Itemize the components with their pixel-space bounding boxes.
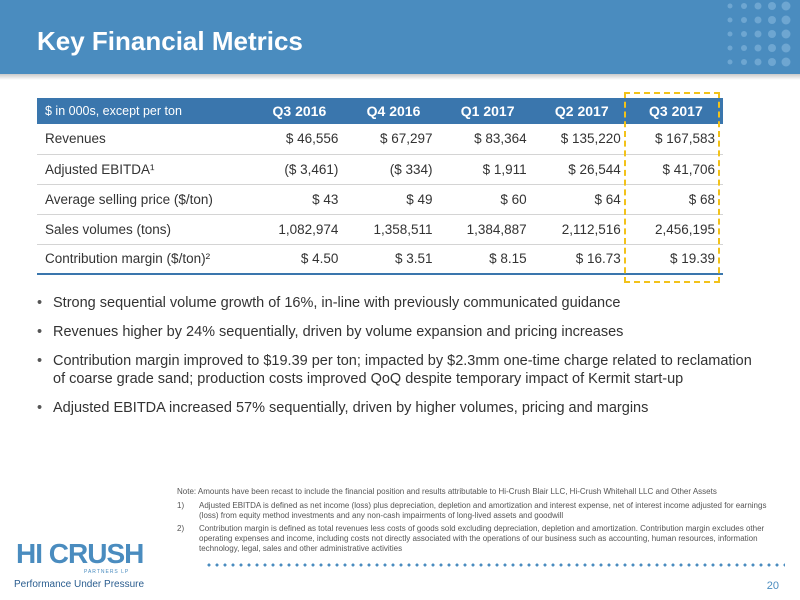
bullet-item: Adjusted EBITDA increased 57% sequential… <box>37 399 757 417</box>
company-logo: HI CRUSH PARTNERS LP Performance Under P… <box>14 538 164 592</box>
table-cell: $ 4.50 <box>252 244 347 275</box>
table-row: Contribution margin ($/ton)² $ 4.50 $ 3.… <box>37 244 723 275</box>
note-text: Note: Amounts have been recast to includ… <box>177 487 717 496</box>
row-label: Sales volumes (tons) <box>37 214 253 245</box>
table-cell: $ 43 <box>252 184 347 215</box>
financial-metrics-table: $ in 000s, except per ton Q3 2016 Q4 201… <box>37 98 723 275</box>
table-cell: ($ 334) <box>346 154 441 185</box>
footnotes: Note: Amounts have been recast to includ… <box>177 487 787 557</box>
row-label: Adjusted EBITDA¹ <box>37 154 253 185</box>
footnote-text: Contribution margin is defined as total … <box>199 524 765 553</box>
table-cell: $ 16.73 <box>534 244 629 275</box>
table-cell: $ 19.39 <box>628 244 723 275</box>
decorative-dots-icon <box>727 1 791 67</box>
table-cell: $ 64 <box>534 184 629 215</box>
unit-label: $ in 000s, except per ton <box>37 98 253 124</box>
table-cell: $ 83,364 <box>440 124 535 155</box>
table-cell: $ 49 <box>346 184 441 215</box>
table-header-row: $ in 000s, except per ton Q3 2016 Q4 201… <box>37 98 723 124</box>
column-header: Q3 2017 <box>628 98 723 124</box>
bullet-list: Strong sequential volume growth of 16%, … <box>37 294 757 428</box>
table-cell: $ 60 <box>440 184 535 215</box>
table-cell: 2,456,195 <box>628 214 723 245</box>
table-cell: $ 1,911 <box>440 154 535 185</box>
dotted-divider <box>205 563 785 567</box>
footnote: 2) Contribution margin is defined as tot… <box>177 524 787 554</box>
row-label: Average selling price ($/ton) <box>37 184 253 215</box>
bullet-item: Revenues higher by 24% sequentially, dri… <box>37 323 757 341</box>
table-cell: $ 68 <box>628 184 723 215</box>
table-cell: $ 46,556 <box>252 124 347 155</box>
row-label: Contribution margin ($/ton)² <box>37 244 253 275</box>
table-cell: 1,358,511 <box>346 214 441 245</box>
table-cell: 2,112,516 <box>534 214 629 245</box>
table-cell: $ 41,706 <box>628 154 723 185</box>
table-row: Sales volumes (tons) 1,082,974 1,358,511… <box>37 214 723 245</box>
header-bar: Key Financial Metrics <box>0 0 800 74</box>
table-cell: $ 26,544 <box>534 154 629 185</box>
page-number: 20 <box>766 580 779 592</box>
table-cell: $ 8.15 <box>440 244 535 275</box>
table-cell: 1,082,974 <box>252 214 347 245</box>
column-header: Q1 2017 <box>440 98 535 124</box>
page-title: Key Financial Metrics <box>37 26 303 56</box>
table-cell: $ 135,220 <box>534 124 629 155</box>
table-row: Adjusted EBITDA¹ ($ 3,461) ($ 334) $ 1,9… <box>37 154 723 185</box>
table-cell: $ 3.51 <box>346 244 441 275</box>
logo-name: HI CRUSH <box>16 538 144 569</box>
table-cell: $ 167,583 <box>628 124 723 155</box>
table-row: Revenues $ 46,556 $ 67,297 $ 83,364 $ 13… <box>37 124 723 155</box>
row-label: Revenues <box>37 124 253 155</box>
header-shadow <box>0 74 800 80</box>
column-header: Q2 2017 <box>534 98 629 124</box>
column-header: Q3 2016 <box>252 98 347 124</box>
table-cell: 1,384,887 <box>440 214 535 245</box>
footnote: 1) Adjusted EBITDA is defined as net inc… <box>177 501 787 521</box>
bullet-item: Strong sequential volume growth of 16%, … <box>37 294 757 312</box>
footnote-number: 1) <box>177 501 185 510</box>
footnote-number: 2) <box>177 524 185 533</box>
table-row: Average selling price ($/ton) $ 43 $ 49 … <box>37 184 723 215</box>
table-cell: ($ 3,461) <box>252 154 347 185</box>
column-header: Q4 2016 <box>346 98 441 124</box>
bullet-item: Contribution margin improved to $19.39 p… <box>37 352 757 388</box>
table-cell: $ 67,297 <box>346 124 441 155</box>
logo-subtitle: PARTNERS LP <box>84 569 130 575</box>
logo-tagline: Performance Under Pressure <box>14 579 145 590</box>
footnote-text: Adjusted EBITDA is defined as net income… <box>199 501 767 520</box>
